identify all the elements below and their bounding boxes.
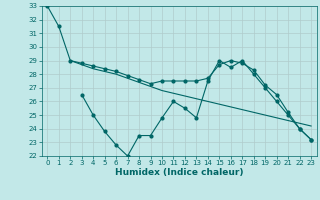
X-axis label: Humidex (Indice chaleur): Humidex (Indice chaleur)	[115, 168, 244, 177]
